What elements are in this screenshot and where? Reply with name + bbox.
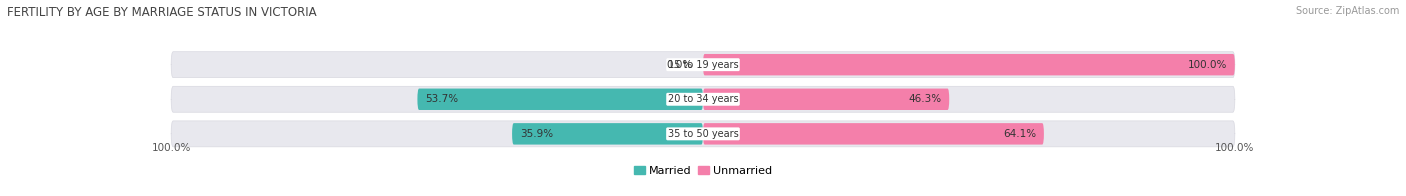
Text: 15 to 19 years: 15 to 19 years [668,60,738,70]
FancyBboxPatch shape [703,89,949,110]
FancyBboxPatch shape [703,123,1043,145]
FancyBboxPatch shape [172,121,1234,147]
Text: 0.0%: 0.0% [666,60,692,70]
Text: FERTILITY BY AGE BY MARRIAGE STATUS IN VICTORIA: FERTILITY BY AGE BY MARRIAGE STATUS IN V… [7,6,316,19]
FancyBboxPatch shape [703,54,1234,75]
Text: 100.0%: 100.0% [152,143,191,153]
FancyBboxPatch shape [418,89,703,110]
Text: 64.1%: 64.1% [1002,129,1036,139]
FancyBboxPatch shape [172,86,1234,112]
Text: 35 to 50 years: 35 to 50 years [668,129,738,139]
Text: 35.9%: 35.9% [520,129,553,139]
Text: 100.0%: 100.0% [1215,143,1254,153]
FancyBboxPatch shape [172,52,1234,78]
FancyBboxPatch shape [512,123,703,145]
Text: 100.0%: 100.0% [1188,60,1227,70]
Text: 53.7%: 53.7% [426,94,458,104]
Text: 20 to 34 years: 20 to 34 years [668,94,738,104]
Legend: Married, Unmarried: Married, Unmarried [630,161,776,180]
Text: 46.3%: 46.3% [908,94,941,104]
Text: Source: ZipAtlas.com: Source: ZipAtlas.com [1295,6,1399,16]
